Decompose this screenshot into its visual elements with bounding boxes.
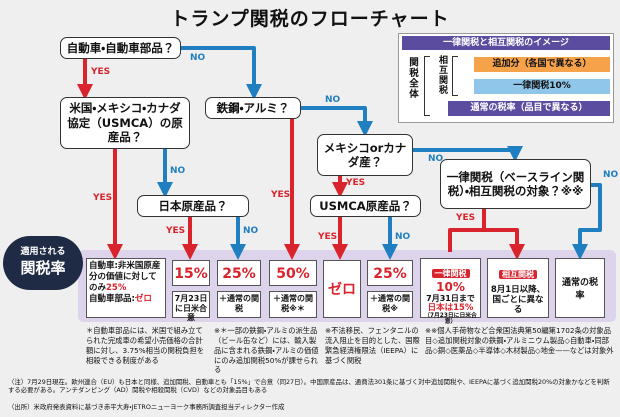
title: トランプ関税のフローチャート bbox=[170, 8, 450, 30]
result-note: ＋通常の関税 bbox=[217, 291, 261, 318]
footnote: （出所）米政府発表資料に基づき赤平大寿・JETROニューヨーク事務所調査担当ディ… bbox=[8, 403, 285, 411]
result-rate: 25% bbox=[217, 260, 261, 286]
edge-label: YES bbox=[166, 226, 186, 236]
legend-whole: 関税全体 bbox=[407, 57, 418, 99]
edge-label: NO bbox=[170, 166, 186, 176]
result-note: 7月23日に日米合意 bbox=[172, 291, 210, 322]
decision-node: USMCA原産品？ bbox=[310, 195, 421, 217]
edge-label: NO bbox=[325, 95, 341, 105]
result-rate: ゼロ bbox=[323, 260, 361, 318]
edge-label: NO bbox=[243, 226, 259, 236]
result-rate: 50% bbox=[269, 260, 317, 286]
result-rate: ゼロ bbox=[134, 294, 152, 305]
result-tag: 相互関税 bbox=[499, 270, 537, 279]
result-note: ＋通常の関税※ bbox=[367, 291, 413, 318]
result-japan-note: （7月23日に日米合意） bbox=[424, 312, 477, 326]
arrow-no bbox=[413, 146, 523, 162]
decision-node: 一律関税（ベースライン関税）・相互関税の対象？※※ bbox=[440, 159, 591, 209]
note: ＊自動車部品には、米国で組み立てられた完成車の希望小売価格の合計額に対し、3.7… bbox=[86, 326, 205, 365]
decision-node: 米国・メキシコ・カナダ協定（USMCA）の原産品？ bbox=[60, 97, 190, 149]
result: 自動車:非米国原産分の価値に対してのみ25% 自動車部品:ゼロ bbox=[86, 258, 166, 318]
arrow-no bbox=[181, 46, 262, 100]
result-note: 7月31日まで bbox=[426, 294, 475, 303]
result-rate: 通常の税率 bbox=[555, 258, 605, 318]
result-japan: 日本は15% bbox=[427, 302, 474, 313]
decision-node: メキシコorカナダ産？ bbox=[317, 134, 413, 176]
edge-label: NO bbox=[603, 170, 619, 180]
result-heading-small: 適用される bbox=[20, 247, 66, 257]
decision-node: 日本原産品？ bbox=[137, 195, 249, 217]
result-heading-large: 関税率 bbox=[20, 259, 66, 277]
legend-reciprocal: 相互関税 bbox=[437, 55, 447, 95]
edge-label: YES bbox=[91, 67, 111, 77]
legend-row: 通常の税率（品目で異なる） bbox=[448, 101, 610, 116]
legend-row: 一律関税10% bbox=[474, 79, 610, 94]
result-rate: 15% bbox=[172, 260, 210, 286]
edge-label: YES bbox=[346, 178, 366, 188]
arrow-no bbox=[572, 183, 602, 260]
note: ※＊一部の鉄鋼・アルミの派生品（ビール缶など）には、輸入製品に含まれる鉄鋼・アル… bbox=[214, 326, 319, 375]
result-text: 自動車部品: bbox=[89, 294, 135, 305]
result-note: ＋通常の関税※＊ bbox=[269, 291, 317, 318]
arrow-yes bbox=[448, 209, 517, 252]
decision-node: 鉄鋼・アルミ？ bbox=[205, 97, 301, 119]
result-rate: 10% bbox=[436, 280, 465, 294]
edge-label: NO bbox=[395, 232, 411, 242]
result-note: 8月1日以降、国ごとに異なる bbox=[490, 285, 546, 316]
arrow-no bbox=[301, 106, 373, 137]
note: ※※個人手荷物など合衆国法典第50編第1702条の対象品目◇追加関税対象の鉄鋼・… bbox=[425, 326, 614, 355]
result: 相互関税 8月1日以降、国ごとに異なる bbox=[487, 258, 549, 318]
legend-brace bbox=[424, 56, 430, 116]
edge-label: YES bbox=[93, 193, 113, 203]
legend-heading: 一律関税と相互関税のイメージ bbox=[402, 36, 610, 50]
result-text: 自動車:非米国原産分の価値に対してのみ bbox=[89, 261, 161, 294]
result-rate: 25% bbox=[106, 283, 127, 294]
result-rate: 25% bbox=[367, 260, 413, 286]
edge-label: YES bbox=[318, 232, 338, 242]
legend-row: 追加分（各国で異なる） bbox=[474, 57, 610, 72]
result: 一律関税 10% 7月31日まで 日本は15% （7月23日に日米合意） bbox=[420, 258, 481, 325]
result-heading: 適用される 関税率 bbox=[3, 236, 83, 290]
legend-brace bbox=[452, 56, 458, 96]
edge-label: NO bbox=[190, 53, 206, 63]
note: ※不法移民、フェンタニルの流入阻止を目的とした、国際緊急経済権限法（IEEPA）… bbox=[325, 326, 420, 365]
footnote: （注）7月29日現在。欧州連合（EU）も日本と同様、追加関税、自動車とも「15%… bbox=[8, 378, 610, 395]
result-tag: 一律関税 bbox=[431, 269, 470, 278]
edge-label: NO bbox=[428, 154, 444, 164]
edge-label: YES bbox=[271, 190, 291, 200]
decision-node: 自動車・自動車部品？ bbox=[60, 37, 181, 59]
edge-label: YES bbox=[456, 213, 476, 223]
